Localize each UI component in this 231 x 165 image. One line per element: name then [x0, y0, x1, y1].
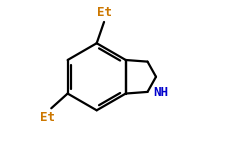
Text: NH: NH	[154, 86, 169, 99]
Text: Et: Et	[97, 6, 112, 19]
Text: Et: Et	[40, 111, 55, 124]
